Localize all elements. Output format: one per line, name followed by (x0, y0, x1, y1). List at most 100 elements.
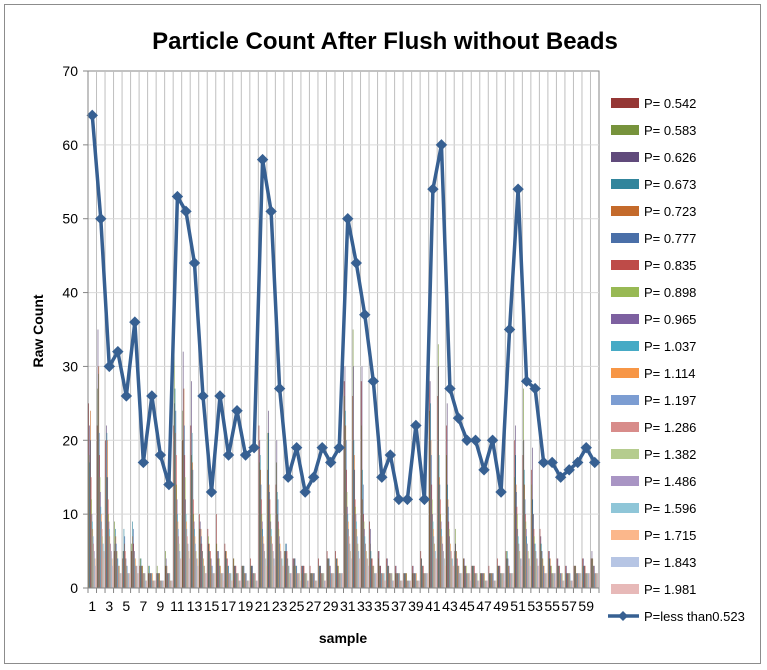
bar (528, 551, 529, 588)
x-tick-label: 43 (442, 598, 458, 614)
bar (298, 573, 300, 588)
bar (225, 558, 227, 588)
x-tick-label: 59 (578, 598, 594, 614)
bar (393, 580, 395, 588)
bar (201, 543, 203, 588)
bar (183, 440, 184, 588)
bar (431, 484, 433, 588)
bar (186, 521, 187, 588)
bar (498, 565, 499, 588)
bar (591, 551, 593, 588)
bar (156, 573, 158, 588)
bar (452, 565, 454, 588)
bar (434, 551, 436, 588)
bar-series-group (89, 366, 594, 588)
bar (137, 573, 138, 588)
line-point (120, 390, 133, 402)
bar (465, 565, 467, 588)
bar (481, 573, 482, 588)
y-tick-label: 10 (62, 506, 78, 522)
bar (571, 580, 573, 588)
bar (400, 580, 401, 588)
bar (585, 573, 586, 588)
legend-swatch (611, 503, 639, 513)
bar (221, 573, 223, 588)
legend-item: P=less than0.523 (608, 609, 745, 624)
bar (207, 536, 209, 588)
bar (219, 565, 220, 588)
bar (337, 565, 338, 588)
bar (268, 410, 269, 588)
bar (541, 551, 543, 588)
bar (461, 573, 462, 588)
bar (338, 565, 339, 588)
bar (239, 580, 240, 588)
bar (577, 573, 578, 588)
bar (560, 573, 562, 588)
legend-swatch (611, 152, 639, 162)
bar (499, 565, 501, 588)
bar (304, 573, 305, 588)
bar (565, 573, 567, 588)
line-point (418, 493, 431, 506)
bar (365, 551, 367, 588)
bar (384, 580, 386, 588)
bar (371, 558, 373, 588)
bar (379, 565, 381, 588)
bar (99, 455, 100, 588)
bar (505, 551, 507, 588)
bar (483, 573, 485, 588)
bar (561, 573, 563, 588)
bar (223, 573, 224, 588)
bar (244, 573, 246, 588)
bar (179, 551, 180, 588)
bar (94, 558, 96, 588)
line-point (486, 434, 499, 446)
line-point (205, 486, 218, 498)
legend-item: P= 1.843 (611, 555, 696, 570)
bar (305, 573, 306, 588)
bar (208, 551, 210, 588)
bar (569, 573, 571, 588)
bar (576, 573, 578, 588)
bar (199, 528, 201, 588)
bar (280, 551, 281, 588)
bar (108, 514, 109, 588)
bar (187, 543, 189, 588)
bar (525, 521, 527, 588)
bar (450, 551, 452, 588)
bar (156, 565, 158, 588)
bar (420, 558, 422, 588)
bar (424, 573, 426, 588)
bar (152, 580, 154, 588)
line-point (95, 213, 107, 225)
bar (259, 462, 260, 588)
bar (269, 491, 270, 588)
bar (240, 580, 242, 588)
bar (416, 573, 417, 588)
bar (403, 573, 405, 588)
bar (206, 573, 208, 588)
bar (152, 573, 153, 588)
bar (477, 580, 478, 588)
bar (545, 573, 547, 588)
bar (106, 432, 108, 588)
bar (581, 580, 582, 588)
bar (175, 455, 177, 588)
bar (314, 573, 315, 588)
bar (221, 573, 222, 588)
bar (440, 521, 442, 588)
bar (296, 573, 298, 588)
bar (220, 573, 222, 588)
bar (469, 573, 471, 588)
bar (363, 521, 365, 588)
bar (257, 580, 259, 588)
bar (296, 565, 298, 588)
bar (197, 565, 199, 588)
bar (125, 558, 127, 588)
bar (261, 499, 262, 588)
bar (276, 491, 278, 588)
bar (592, 558, 593, 588)
bar (517, 536, 519, 588)
bar (511, 573, 513, 588)
